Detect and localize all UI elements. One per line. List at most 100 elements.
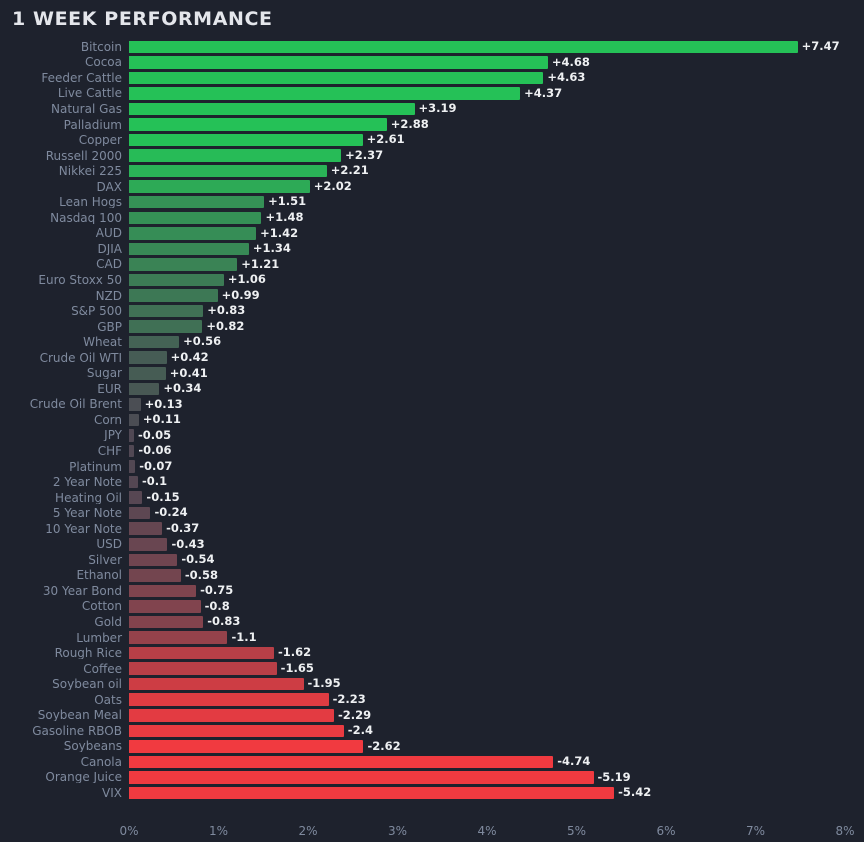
bar: [129, 273, 224, 287]
bar: [129, 367, 166, 380]
bar: [129, 180, 310, 193]
bar: [129, 242, 249, 256]
bar: [129, 491, 143, 504]
category-label: Nikkei 225: [58, 165, 122, 178]
value-label: -0.75: [200, 583, 234, 598]
chart-row: VIX -5.42: [10, 785, 845, 801]
value-label: +2.61: [366, 132, 405, 147]
bar-area: -2.23: [129, 692, 845, 708]
value-label: +1.06: [227, 272, 266, 287]
bar-area: +1.51: [129, 194, 845, 210]
category-label: Nasdaq 100: [50, 211, 122, 224]
category-label: 10 Year Note: [45, 522, 122, 535]
chart-row: Rough Rice -1.62: [10, 645, 845, 661]
value-label: +0.83: [207, 303, 246, 318]
category-label: Lumber: [76, 631, 122, 644]
x-axis-tick: 1%: [208, 824, 229, 838]
value-label: -0.43: [171, 536, 205, 551]
bar-area: -0.24: [129, 505, 845, 521]
bar-area: -1.95: [129, 676, 845, 692]
value-label: -0.8: [204, 598, 230, 613]
bar-area: -2.29: [129, 708, 845, 724]
chart-row: Gold -0.83: [10, 614, 845, 630]
chart-row: Coffee -1.65: [10, 661, 845, 677]
bar: [129, 40, 798, 54]
bar: [129, 382, 160, 396]
bar: [129, 195, 265, 209]
category-label: Copper: [78, 134, 122, 147]
category-label: Platinum: [69, 460, 122, 473]
x-axis-tick: 7%: [745, 824, 766, 838]
bar-area: -0.1: [129, 474, 845, 490]
bar-area: +4.63: [129, 70, 845, 86]
category-label: Feeder Cattle: [41, 71, 122, 84]
bar-area: +1.34: [129, 241, 845, 257]
chart-row: Oats -2.23: [10, 692, 845, 708]
bar: [129, 398, 141, 411]
chart-row: Sugar +0.41: [10, 365, 845, 381]
chart-row: JPY -0.05: [10, 428, 845, 444]
chart-row: Corn +0.11: [10, 412, 845, 428]
bar-area: +0.82: [129, 319, 845, 335]
value-label: -5.19: [597, 769, 631, 784]
chart-row: Nasdaq 100 +1.48: [10, 210, 845, 226]
chart-row: Silver -0.54: [10, 552, 845, 568]
bar: [129, 662, 277, 675]
value-label: -0.05: [138, 427, 172, 442]
category-label: Lean Hogs: [59, 196, 122, 209]
category-label: Canola: [80, 755, 122, 768]
category-label: Rough Rice: [54, 647, 122, 660]
chart-row: Platinum -0.07: [10, 459, 845, 475]
category-label: Ethanol: [76, 569, 122, 582]
value-label: -0.07: [139, 458, 173, 473]
bar-area: -0.75: [129, 583, 845, 599]
chart-title: 1 WEEK PERFORMANCE: [12, 8, 273, 30]
bar-area: -1.1: [129, 630, 845, 646]
category-label: Silver: [88, 553, 122, 566]
bar-area: -2.62: [129, 739, 845, 755]
bar-area: +0.34: [129, 381, 845, 397]
value-label: +1.34: [252, 241, 291, 256]
value-label: +0.99: [221, 287, 260, 302]
bar-area: -0.07: [129, 459, 845, 475]
category-label: Oats: [94, 693, 122, 706]
bar: [129, 211, 262, 225]
chart-row: Wheat +0.56: [10, 334, 845, 350]
bar: [129, 429, 134, 442]
value-label: +0.82: [206, 318, 245, 333]
value-label: +3.19: [418, 101, 457, 116]
value-label: +2.37: [345, 147, 384, 162]
chart-row: Natural Gas +3.19: [10, 101, 845, 117]
bar-area: -0.43: [129, 537, 845, 553]
bar-area: -0.15: [129, 490, 845, 506]
category-label: 30 Year Bond: [42, 584, 122, 597]
bar: [129, 538, 168, 551]
x-axis: 0% 1% 2% 3% 4% 5% 6% 7% 8%: [119, 820, 854, 842]
category-label: Soybean oil: [52, 678, 122, 691]
bar-area: -0.05: [129, 428, 845, 444]
category-label: Natural Gas: [51, 102, 122, 115]
value-label: +2.21: [330, 163, 369, 178]
bar: [129, 569, 181, 582]
chart-row: Heating Oil -0.15: [10, 490, 845, 506]
value-label: -1.95: [307, 676, 341, 691]
chart-row: NZD +0.99: [10, 288, 845, 304]
value-label: -0.58: [184, 567, 219, 582]
bar-area: +4.68: [129, 55, 845, 71]
chart-row: USD -0.43: [10, 537, 845, 553]
category-label: NZD: [95, 289, 122, 302]
value-label: +0.42: [170, 349, 209, 364]
bar: [129, 771, 594, 784]
bar: [129, 615, 204, 629]
chart-row: Soybean Meal -2.29: [10, 708, 845, 724]
category-label: 2 Year Note: [52, 476, 122, 489]
bar: [129, 755, 554, 769]
chart-row: EUR +0.34: [10, 381, 845, 397]
bar-area: +2.21: [129, 163, 845, 179]
category-label: Live Cattle: [57, 87, 122, 100]
chart-row: Russell 2000 +2.37: [10, 148, 845, 164]
category-label: Soybeans: [63, 740, 122, 753]
bar-area: -2.4: [129, 723, 845, 739]
category-label: USD: [96, 538, 122, 551]
